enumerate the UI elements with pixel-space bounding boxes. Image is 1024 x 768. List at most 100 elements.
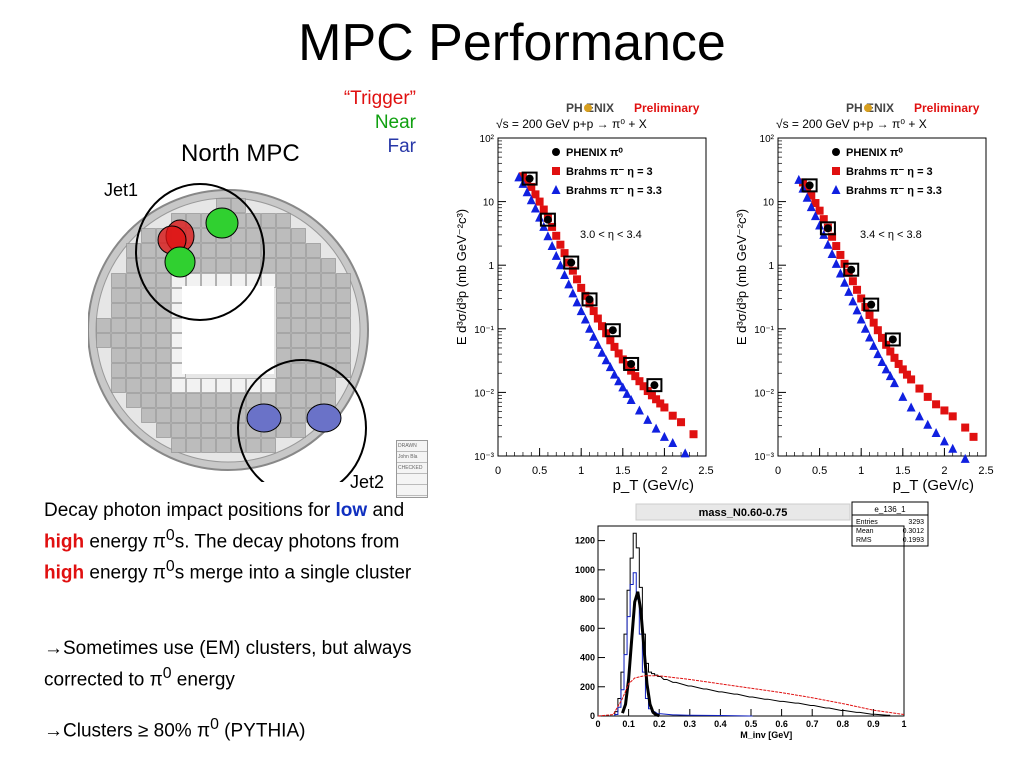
- crystal-cell: [291, 363, 306, 378]
- crystal-cell: [156, 288, 171, 303]
- crystal-cell: [291, 378, 306, 393]
- crystal-cell: [306, 318, 321, 333]
- beam-pipe-hole: [182, 286, 274, 374]
- x-tick-label: 1: [901, 719, 906, 729]
- crystal-cell: [306, 273, 321, 288]
- data-point: [857, 294, 866, 303]
- crystal-cell: [321, 258, 336, 273]
- crystal-cell: [336, 288, 351, 303]
- crystal-cell: [186, 423, 201, 438]
- legend-marker: [832, 167, 840, 175]
- data-point: [844, 286, 854, 296]
- crystal-cell: [156, 393, 171, 408]
- text-run: (PYTHIA): [218, 720, 306, 742]
- detector-title: North MPC: [181, 140, 300, 167]
- y-axis-label: E d³σ/d³p (mb GeV⁻²c³): [454, 209, 469, 345]
- data-point: [847, 265, 856, 274]
- data-point: [836, 250, 845, 259]
- signal-fit-curve: [621, 591, 660, 718]
- x-axis-label: p_T (GeV/c): [613, 477, 694, 494]
- crystal-cell: [156, 378, 171, 393]
- plot-frame: [597, 525, 905, 717]
- data-point: [888, 335, 897, 344]
- crystal-cell: [321, 273, 336, 288]
- data-point: [555, 260, 565, 270]
- crystal-cell: [276, 243, 291, 258]
- crystal-cell: [336, 318, 351, 333]
- crystal-cell: [201, 393, 216, 408]
- superscript: 0: [210, 716, 219, 733]
- crystal-cell: [156, 348, 171, 363]
- data-point: [560, 249, 569, 258]
- stamp-line: CHECKED: [397, 463, 427, 474]
- data-point: [923, 419, 933, 429]
- text-run: energy π: [84, 531, 166, 553]
- phenix-sys-box: [863, 297, 880, 312]
- data-point: [527, 182, 536, 191]
- phenix-logo-icon: [864, 104, 872, 112]
- y-tick-label: 400: [580, 653, 595, 663]
- x-axis-label: M_inv [GeV]: [740, 730, 792, 740]
- hist-title-box: [635, 503, 851, 521]
- high-highlight: high: [44, 562, 85, 584]
- data-point: [564, 279, 574, 289]
- phenix-logo-icon: [584, 104, 592, 112]
- data-point: [573, 275, 582, 284]
- data-point: [907, 375, 916, 384]
- data-point: [577, 283, 586, 292]
- data-point: [593, 339, 603, 349]
- chart-subtitle: √s = 200 GeV p+p → π⁰ + X: [776, 117, 927, 131]
- crystal-cell: [186, 273, 201, 288]
- data-point: [827, 249, 837, 259]
- crystal-cell: [246, 258, 261, 273]
- superscript: 0: [165, 558, 175, 576]
- crystal-cell: [276, 333, 291, 348]
- x-tick-label: 0.5: [812, 465, 827, 477]
- crystal-cell: [141, 393, 156, 408]
- data-point: [635, 377, 644, 386]
- crystal-cell: [231, 378, 246, 393]
- x-tick-label: 0.4: [714, 719, 727, 729]
- data-point: [931, 427, 941, 437]
- crystal-cell: [126, 393, 141, 408]
- paragraph-em-clusters: →Sometimes use (EM) clusters, but always…: [44, 636, 436, 692]
- data-point: [526, 195, 536, 205]
- crystal-cell: [276, 318, 291, 333]
- crystal-cell: [336, 303, 351, 318]
- jet1-label: Jet1: [104, 180, 139, 200]
- y-tick-label: 1000: [575, 565, 595, 575]
- data-point: [560, 270, 570, 280]
- stamp-line: [397, 485, 427, 496]
- crystal-cell: [321, 378, 336, 393]
- preliminary-label: Preliminary: [634, 101, 700, 115]
- crystal-cell: [276, 288, 291, 303]
- data-point: [551, 250, 561, 260]
- crystal-cell: [321, 288, 336, 303]
- y-tick-label: 10⁻¹: [474, 325, 494, 336]
- y-tick-label: 1: [488, 261, 494, 272]
- data-point: [848, 296, 858, 306]
- data-point: [543, 231, 553, 241]
- data-point: [898, 365, 907, 374]
- data-point: [668, 438, 678, 448]
- data-point: [806, 202, 816, 212]
- stamp-line: DRAWN: [397, 441, 427, 452]
- data-point: [585, 323, 595, 333]
- data-point: [647, 391, 656, 400]
- data-point: [552, 231, 561, 240]
- crystal-cell: [291, 393, 306, 408]
- crystal-cell: [111, 378, 126, 393]
- drawing-stamp: DRAWN John Bla CHECKED: [396, 440, 428, 498]
- data-point: [589, 331, 599, 341]
- data-point: [659, 431, 669, 441]
- stats-value: 3293: [908, 519, 924, 526]
- data-point: [605, 362, 615, 372]
- crystal-cell: [306, 258, 321, 273]
- crystal-cell: [141, 348, 156, 363]
- data-point: [865, 310, 874, 319]
- data-point: [585, 295, 594, 304]
- data-point: [823, 224, 832, 233]
- histogram-series: [614, 532, 891, 716]
- data-point: [914, 411, 924, 421]
- crystal-cell: [156, 318, 171, 333]
